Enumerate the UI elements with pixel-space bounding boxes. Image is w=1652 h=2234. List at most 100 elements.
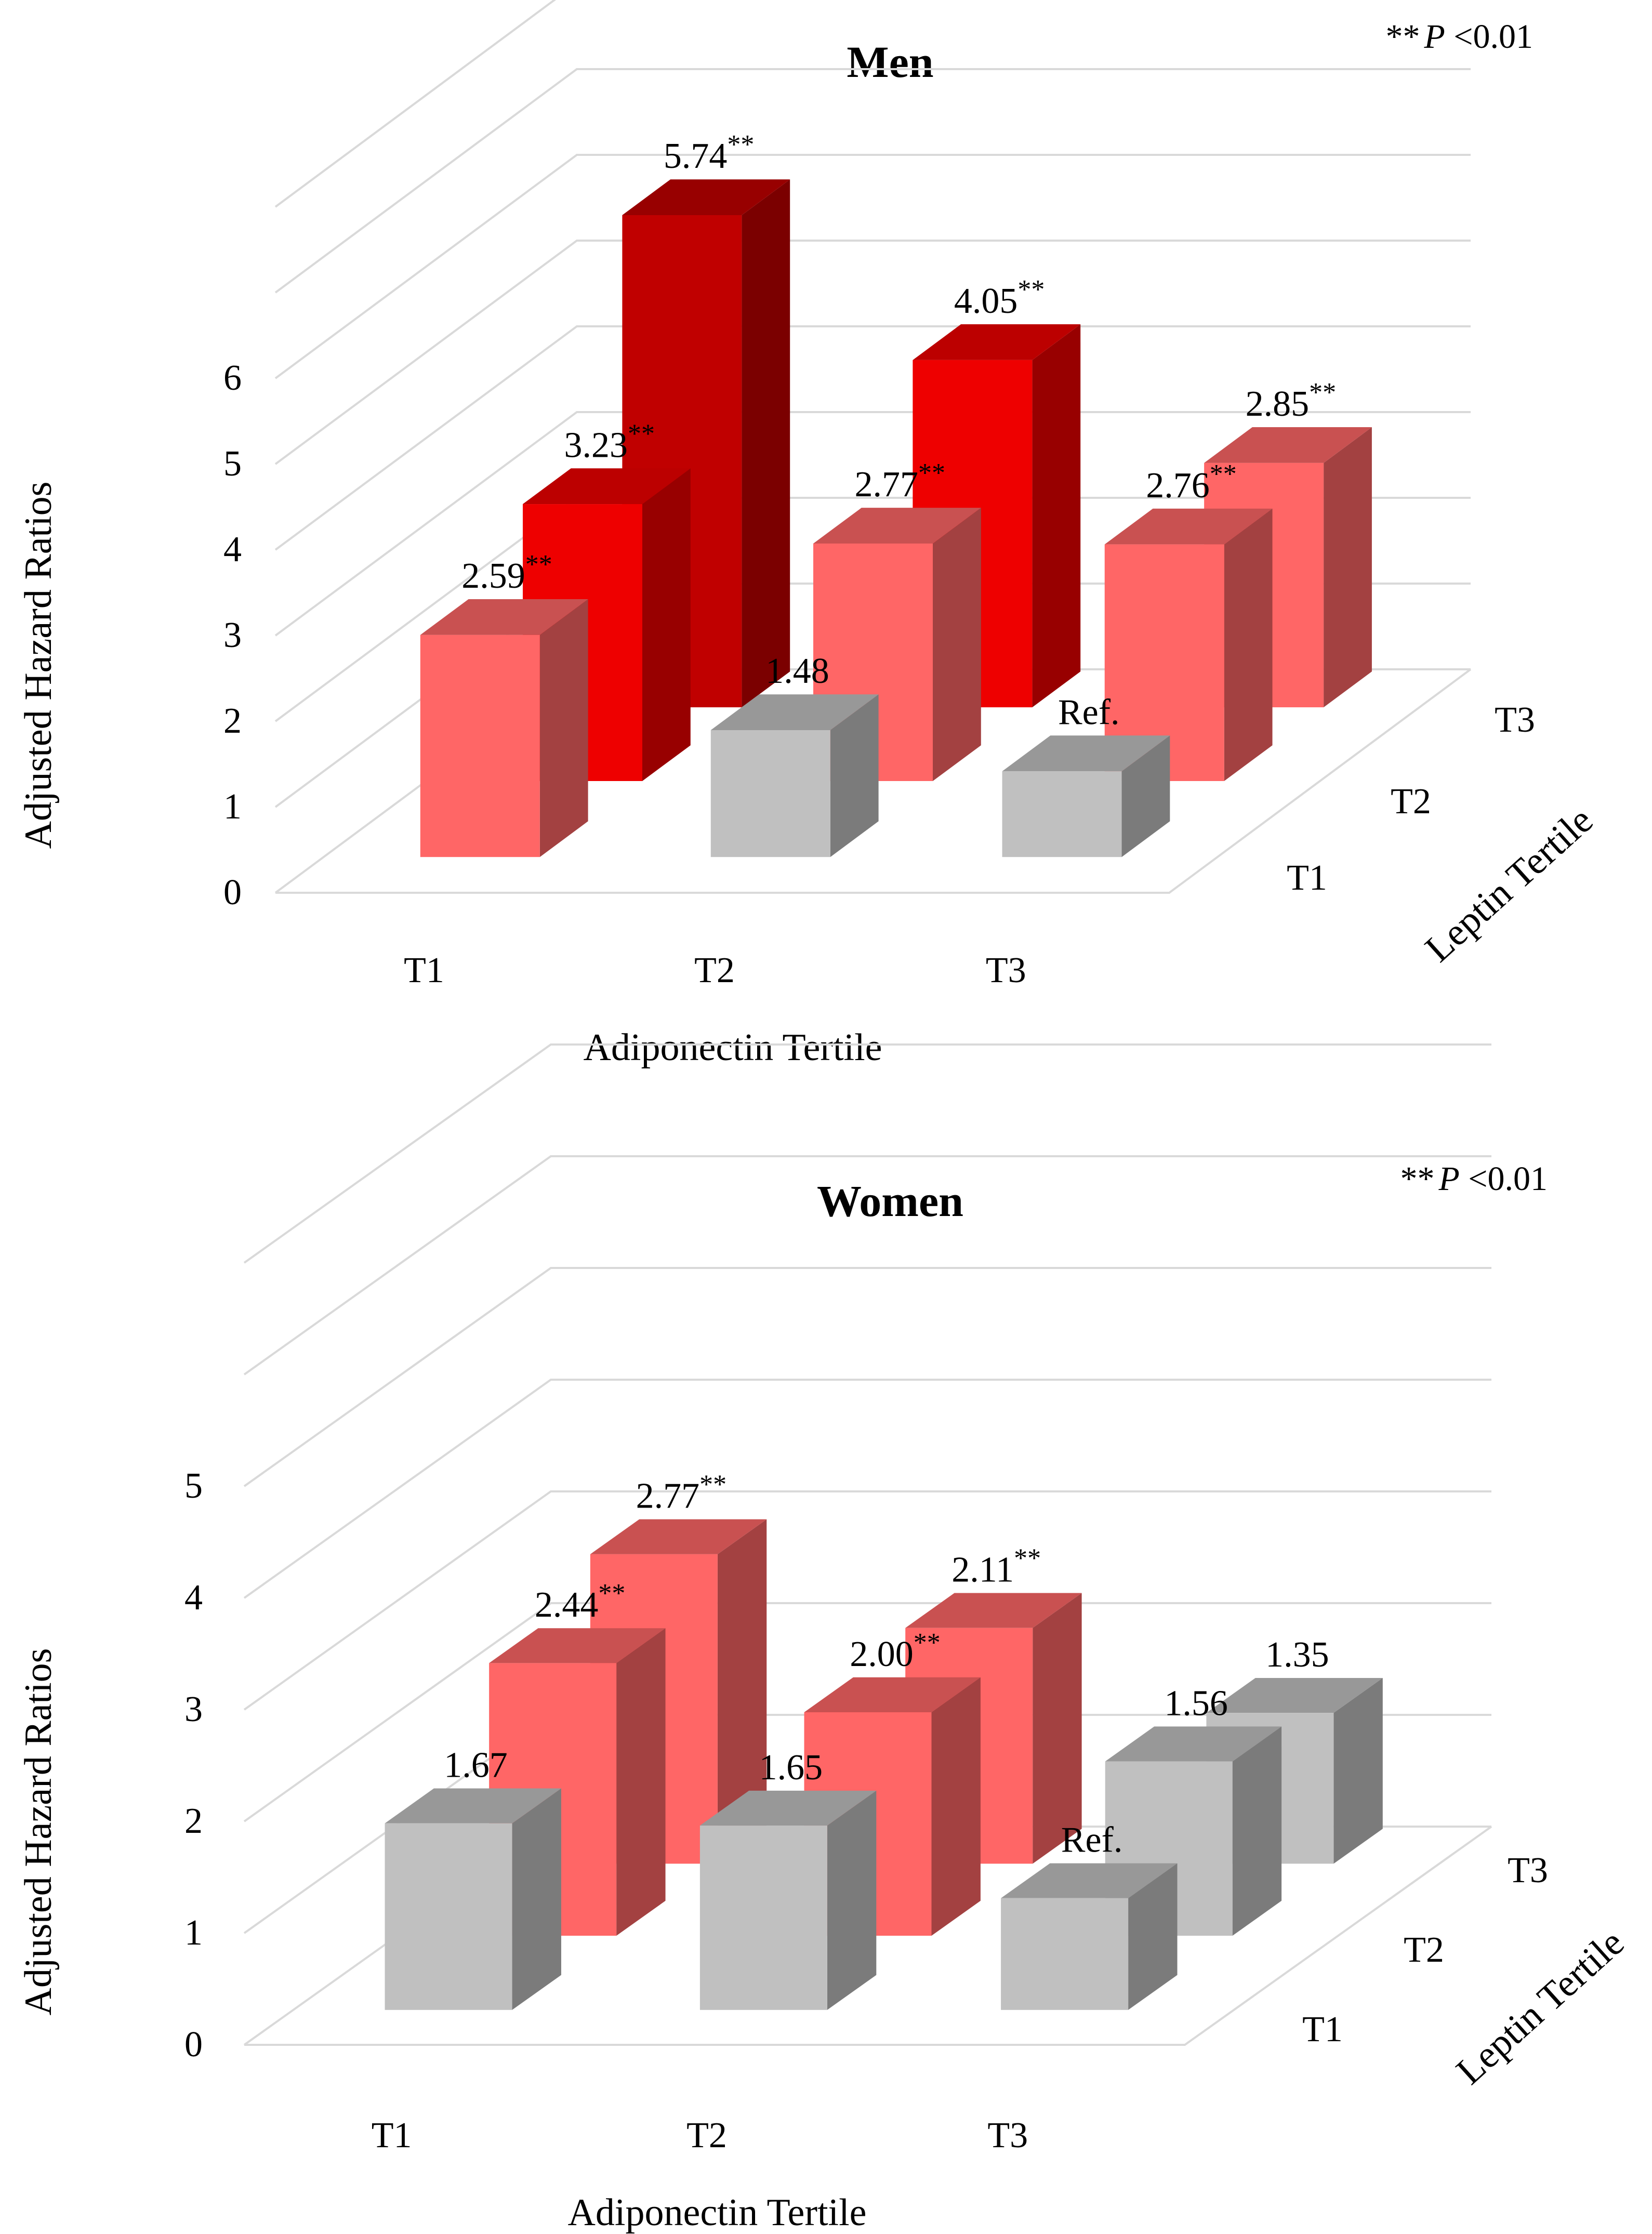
gridline bbox=[243, 1379, 1491, 1599]
bar-top-face bbox=[420, 599, 588, 635]
bar-side-face bbox=[742, 179, 790, 708]
women-x-axis-label: Adiponectin Tertile bbox=[567, 2191, 866, 2234]
bar-side-face bbox=[1333, 1677, 1383, 1864]
bar bbox=[420, 599, 588, 857]
women-z-axis-label: Leptin Tertile bbox=[1448, 1921, 1632, 2093]
bar-top-face bbox=[489, 1628, 666, 1663]
bar bbox=[710, 694, 879, 857]
men-x-axis-label: Adiponectin Tertile bbox=[583, 1026, 882, 1069]
y-tick-label: 0 bbox=[184, 2025, 203, 2065]
leptin-row-label: T1 bbox=[1287, 858, 1327, 898]
y-tick-label: 1 bbox=[223, 787, 242, 827]
men-gridlines bbox=[274, 0, 1472, 894]
bar-value-label: 2.85** bbox=[1246, 378, 1337, 424]
y-tick-label: 4 bbox=[223, 530, 242, 570]
x-category-label: T2 bbox=[694, 950, 735, 990]
bar-top-face bbox=[590, 1519, 767, 1554]
leptin-row-label: T3 bbox=[1495, 700, 1535, 740]
bar-side-face bbox=[931, 1677, 981, 1936]
y-tick-label: 5 bbox=[184, 1466, 203, 1506]
bar bbox=[1002, 735, 1170, 857]
bar-value-label: 1.56 bbox=[1164, 1683, 1228, 1723]
gridline bbox=[274, 411, 1471, 637]
bar-front-face bbox=[710, 730, 830, 857]
gridline bbox=[274, 240, 1471, 465]
bar-side-face bbox=[1128, 1863, 1178, 2010]
floor-edge bbox=[275, 668, 1472, 894]
y-tick-label: 4 bbox=[184, 1578, 203, 1618]
men-significance-note: ** P <0.01 bbox=[1385, 18, 1533, 56]
bar-side-face bbox=[1224, 508, 1273, 781]
women-y-axis-label: Adjusted Hazard Ratios bbox=[17, 1648, 60, 2016]
bar-side-face bbox=[933, 508, 981, 781]
men-chart-panel: Men ** P <0.01 Adjusted Hazard Ratios Adi… bbox=[17, 0, 1601, 1069]
significance-stars: ** bbox=[1017, 275, 1045, 305]
bar-top-face bbox=[1206, 1677, 1383, 1713]
y-tick-label: 5 bbox=[223, 444, 242, 484]
bar-top-face bbox=[905, 1593, 1082, 1628]
gridline bbox=[274, 68, 1471, 294]
women-note-p: P bbox=[1438, 1160, 1459, 1198]
bar-value-label: 1.67 bbox=[444, 1746, 508, 1786]
bar-value-label: Ref. bbox=[1061, 1820, 1123, 1860]
bar-side-face bbox=[830, 694, 879, 857]
gridline bbox=[243, 1155, 1491, 1376]
bar-value-label: 2.11** bbox=[951, 1544, 1041, 1590]
bar-value-label: Ref. bbox=[1058, 692, 1120, 732]
x-category-label: T2 bbox=[686, 2116, 727, 2156]
gridline bbox=[243, 1602, 1491, 1822]
women-note-threshold: <0.01 bbox=[1460, 1160, 1548, 1198]
significance-stars: ** bbox=[1210, 459, 1237, 489]
bar-front-face bbox=[385, 1823, 512, 2010]
men-labels: 0 1 2 3 4 5 6 T1 T2 T3 T1 T2 T3 5.74** 4.05** 2.85** 3.2… bbox=[223, 130, 1535, 990]
bar-front-face bbox=[1001, 1898, 1129, 2010]
gridline bbox=[274, 154, 1471, 379]
bar-top-face bbox=[1204, 427, 1372, 463]
significance-stars: ** bbox=[727, 130, 754, 160]
significance-stars: ** bbox=[1014, 1544, 1041, 1574]
women-note-stars: ** bbox=[1400, 1160, 1434, 1198]
bar-top-face bbox=[1002, 735, 1170, 772]
bar-top-face bbox=[710, 694, 879, 730]
bar-top-face bbox=[804, 1677, 981, 1712]
women-significance-note: ** P <0.01 bbox=[1400, 1160, 1548, 1198]
significance-stars: ** bbox=[525, 550, 552, 579]
bar-value-label: 5.74** bbox=[664, 130, 755, 176]
bar-top-face bbox=[1105, 1726, 1282, 1762]
leptin-row-label: T2 bbox=[1391, 782, 1431, 822]
bar-top-face bbox=[622, 179, 790, 215]
significance-stars: ** bbox=[628, 419, 655, 448]
bar-value-label: 1.65 bbox=[759, 1748, 823, 1788]
leptin-row-label: T2 bbox=[1404, 1930, 1444, 1970]
bar-side-face bbox=[1232, 1726, 1282, 1936]
significance-stars: ** bbox=[1309, 378, 1336, 407]
significance-stars: ** bbox=[598, 1579, 625, 1608]
women-chart-panel: Women ** P <0.01 Adjusted Hazard Ratios A… bbox=[17, 1043, 1632, 2234]
bar bbox=[1001, 1863, 1178, 2010]
gridline bbox=[274, 0, 557, 208]
bar-value-label: 2.77** bbox=[636, 1470, 727, 1516]
bar-side-face bbox=[1032, 324, 1081, 708]
bar-top-face bbox=[913, 324, 1081, 360]
women-chart-title: Women bbox=[817, 1176, 963, 1226]
bar-value-label: 1.35 bbox=[1265, 1635, 1329, 1675]
y-tick-label: 6 bbox=[223, 358, 242, 398]
men-bars bbox=[420, 179, 1372, 857]
y-tick-label: 1 bbox=[184, 1913, 203, 1953]
bar-side-face bbox=[512, 1788, 561, 2010]
men-y-axis-label: Adjusted Hazard Ratios bbox=[17, 482, 60, 849]
women-bars bbox=[385, 1519, 1383, 2010]
bar-side-face bbox=[717, 1519, 767, 1864]
x-category-label: T3 bbox=[987, 2116, 1028, 2156]
significance-stars: ** bbox=[914, 1628, 941, 1658]
bar bbox=[385, 1788, 561, 2010]
men-note-threshold: <0.01 bbox=[1445, 18, 1533, 56]
floor-edge bbox=[244, 1826, 1492, 2046]
bar-value-label: 1.48 bbox=[765, 651, 829, 691]
men-note-p: P bbox=[1423, 18, 1445, 56]
bar-value-label: 4.05** bbox=[954, 275, 1045, 321]
bar-front-face bbox=[420, 634, 540, 857]
leptin-row-label: T3 bbox=[1508, 1850, 1548, 1891]
